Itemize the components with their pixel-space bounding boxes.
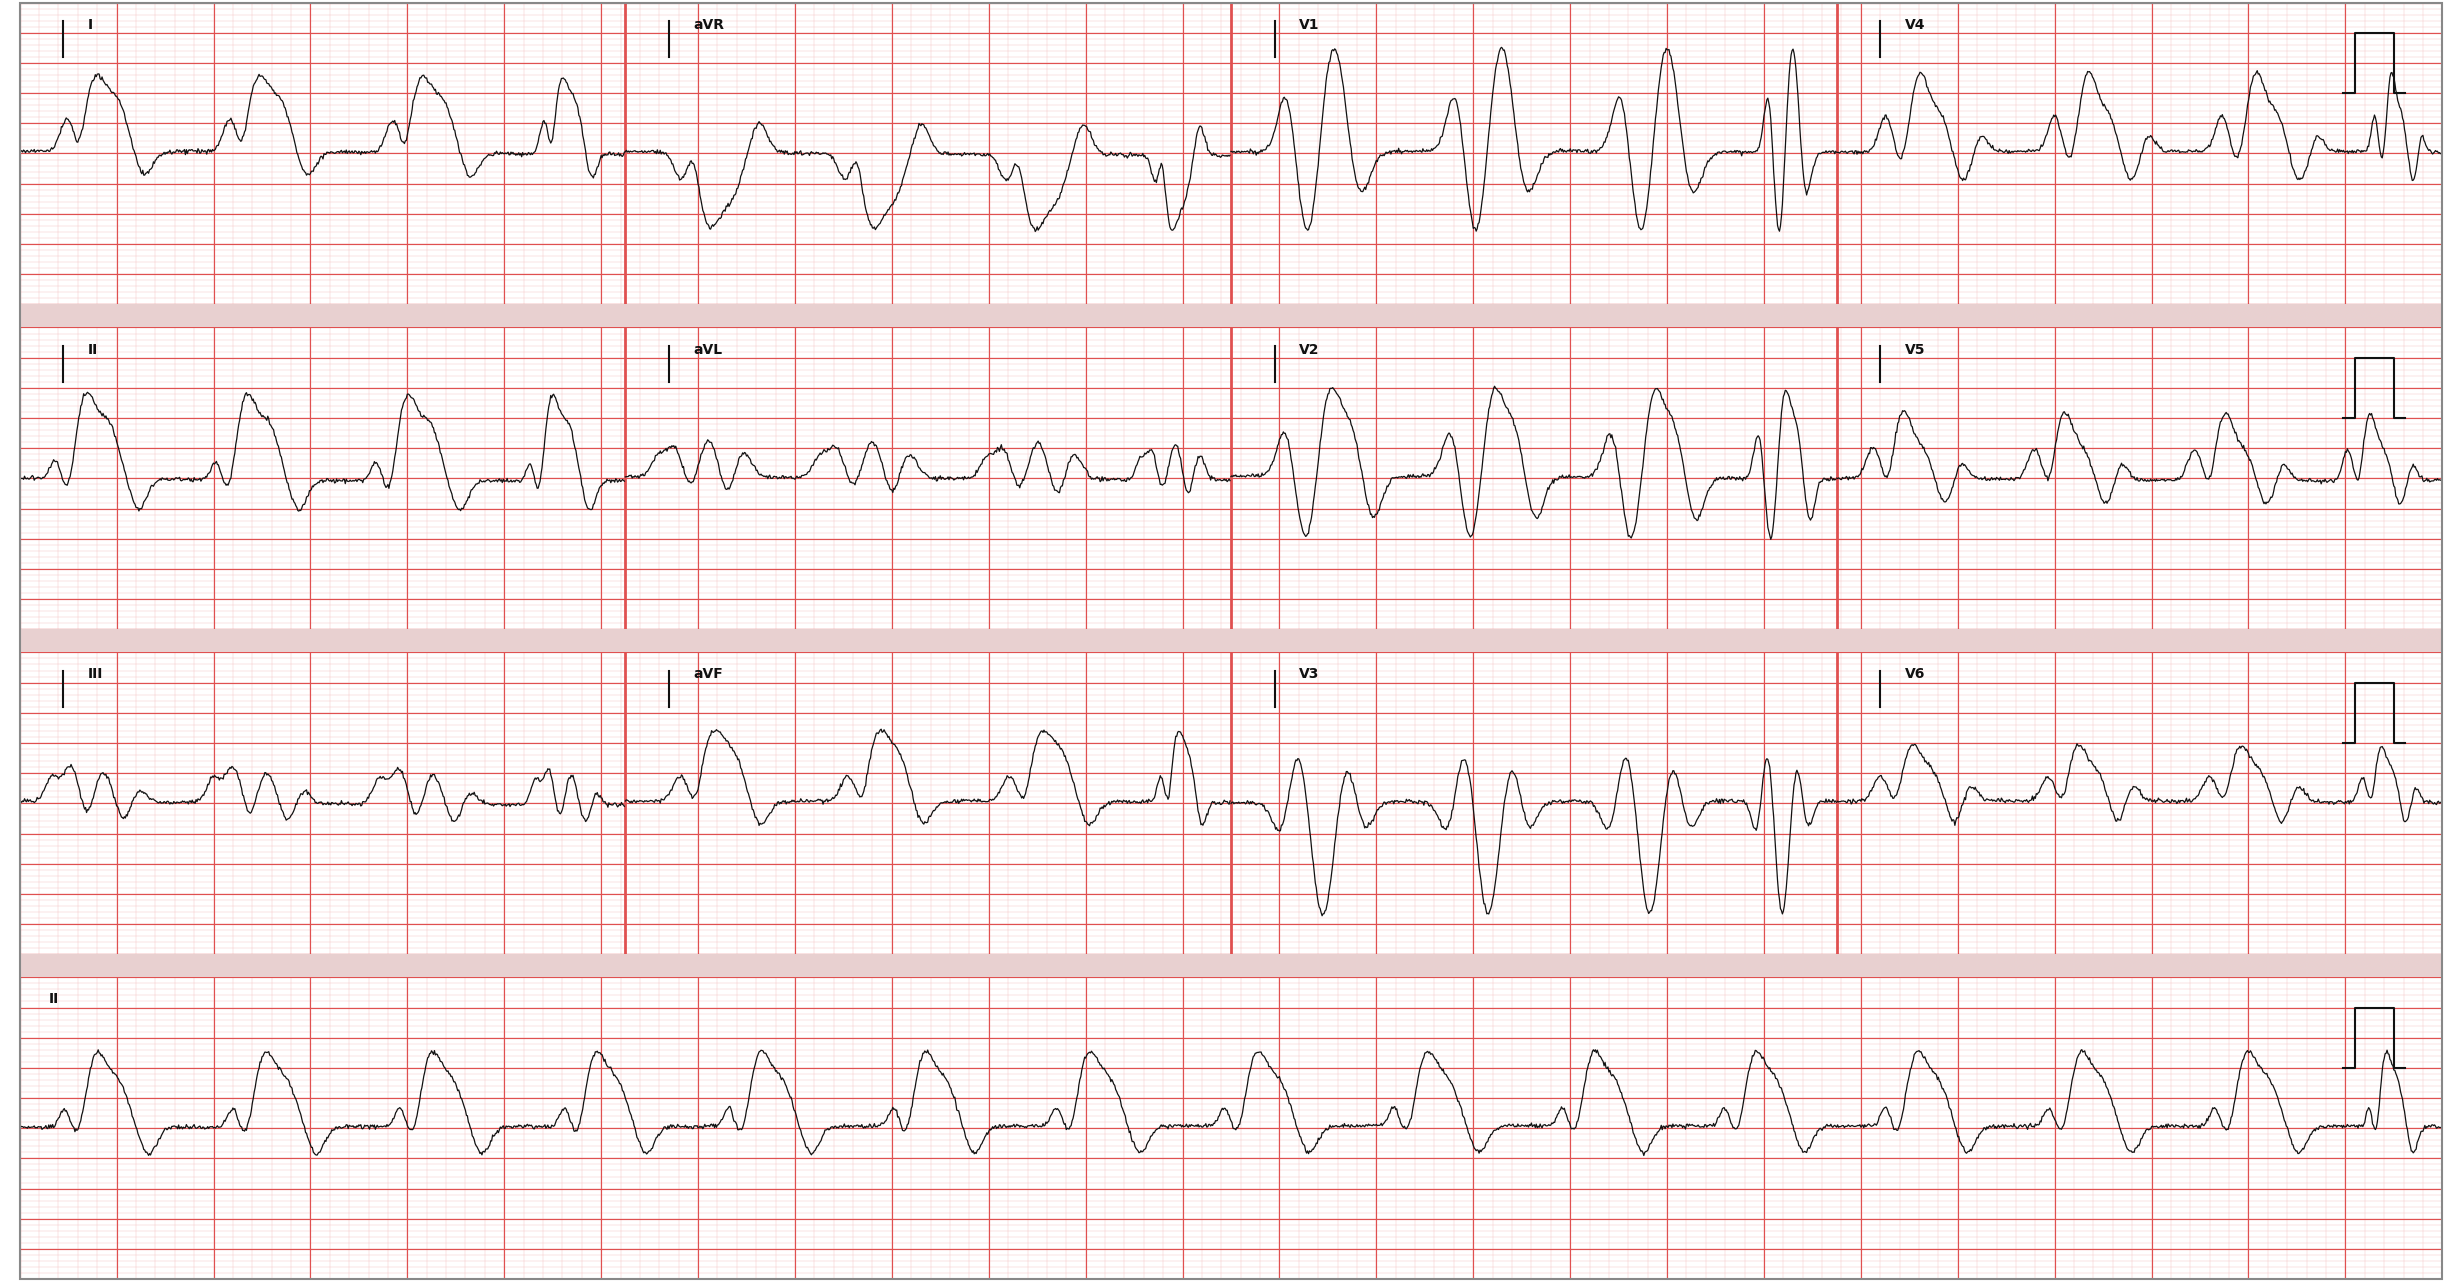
Text: V5: V5 — [1906, 343, 1925, 357]
Text: aVL: aVL — [694, 343, 721, 357]
Text: V3: V3 — [1300, 667, 1320, 681]
Text: V2: V2 — [1300, 343, 1320, 357]
Text: aVF: aVF — [694, 667, 724, 681]
Text: II: II — [49, 993, 59, 1006]
Text: V4: V4 — [1906, 18, 1925, 32]
Text: II: II — [89, 343, 98, 357]
Text: V1: V1 — [1300, 18, 1320, 32]
Text: V6: V6 — [1906, 667, 1925, 681]
Text: aVR: aVR — [694, 18, 724, 32]
Text: III: III — [89, 667, 103, 681]
Text: I: I — [89, 18, 94, 32]
